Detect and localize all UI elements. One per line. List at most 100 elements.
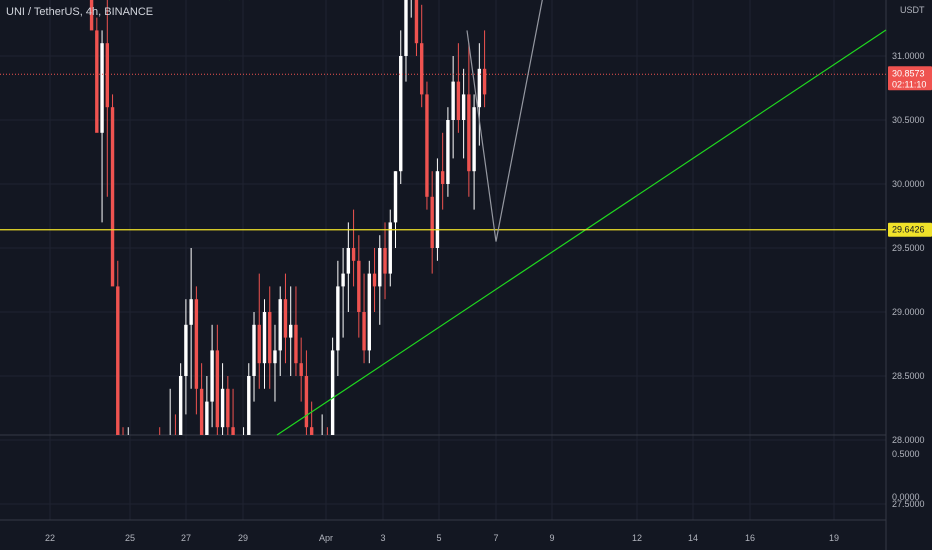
sub-pane-tick-label: 0.5000 [892,449,920,459]
candle-body [283,299,288,338]
candle-body [372,273,377,287]
candle-body [220,388,225,428]
candle-body [309,427,314,435]
drawing-lines[interactable] [0,0,887,436]
candle-body [451,81,455,120]
candle-body [210,350,214,402]
candle-body [95,30,99,133]
candle-body [383,248,387,274]
candle-body [477,68,482,108]
time-tick-label: 27 [181,533,191,543]
support-trendline[interactable] [276,29,887,436]
candle-body [110,107,115,287]
current-price-value: 30.8573 [892,68,925,78]
candle-body [304,376,309,428]
bar-countdown: 02:11:10 [892,79,926,89]
time-tick-label: 12 [632,533,642,543]
candle-body [89,0,94,31]
candle-body [231,427,235,435]
candle-body [100,43,104,133]
candle-body [330,350,335,435]
candle-body [252,324,256,376]
chart-header: UNI / TetherUS, 4h, BINANCE [6,6,153,18]
candle-body [247,376,251,435]
level-price-value: 29.6426 [892,225,925,235]
price-tick-label: 29.0000 [892,307,925,317]
price-axis[interactable]: USDT 33.500033.000032.500032.000031.5000… [892,0,925,509]
candle-body [289,324,293,338]
projection-path[interactable] [466,0,610,242]
candle-body [178,376,183,435]
candle-body [116,286,120,435]
candle-body [341,273,345,287]
candle-body [425,94,429,197]
level-price-tag [888,222,932,237]
price-tick-label: 30.5000 [892,115,925,125]
price-tick-label: 31.0000 [892,51,925,61]
time-tick-label: 5 [436,533,441,543]
candle-body [184,324,188,376]
time-axis[interactable]: 22 25 27 29 Apr 3 5 7 9 12 14 16 19 [45,533,839,543]
candle-body [367,273,371,351]
chart-grid [0,0,886,520]
price-axis-currency: USDT [900,5,925,15]
candle-body [336,286,340,351]
symbol-title: UNI / TetherUS, 4h, BINANCE [6,6,154,18]
candle-body [420,43,424,95]
candle-body [226,388,230,428]
candle-body [205,401,209,435]
candle-body [189,299,193,325]
candle-body [388,222,392,274]
time-tick-label: 25 [125,533,135,543]
sub-pane-tick-label: 0.0000 [892,492,920,502]
candle-body [378,248,382,287]
price-tick-label: 28.5000 [892,371,925,381]
candle-body [105,43,109,108]
candle-body [399,56,403,172]
time-tick-label: Apr [319,533,333,543]
candle-body [268,312,272,364]
candle-body [278,299,282,351]
current-price-tag [888,66,932,91]
candle-body [461,94,466,120]
candle-body [414,0,419,44]
candle-body [273,350,277,364]
time-tick-label: 19 [829,533,839,543]
price-tick-label: 30.0000 [892,179,925,189]
candle-body [194,299,199,389]
candle-body [362,312,366,351]
candle-body [351,248,356,261]
candle-body [215,350,220,428]
candle-body [472,107,476,172]
candle-body [357,260,361,312]
time-tick-label: 29 [238,533,248,543]
candle-body [346,248,351,274]
time-tick-label: 9 [549,533,554,543]
candle-body [446,120,450,184]
candle-body [199,388,204,435]
price-tick-label: 28.0000 [892,435,925,445]
candle-body [440,171,445,184]
candle-body [482,68,487,95]
candle-body [262,312,267,364]
candles-group [89,0,487,435]
candle-body [435,171,440,248]
candle-body [299,363,303,376]
candle-body [467,94,471,172]
time-tick-label: 16 [745,533,755,543]
candle-body [393,171,398,223]
price-tick-label: 27.5000 [892,499,925,509]
time-tick-label: 7 [493,533,498,543]
candle-body [404,0,408,56]
time-tick-label: 22 [45,533,55,543]
pane-separator [0,0,887,550]
candle-body [456,81,461,120]
time-tick-label: 3 [380,533,385,543]
candle-body [294,324,298,364]
candle-body [257,324,261,364]
time-tick-label: 14 [688,533,698,543]
price-tick-label: 29.5000 [892,243,925,253]
